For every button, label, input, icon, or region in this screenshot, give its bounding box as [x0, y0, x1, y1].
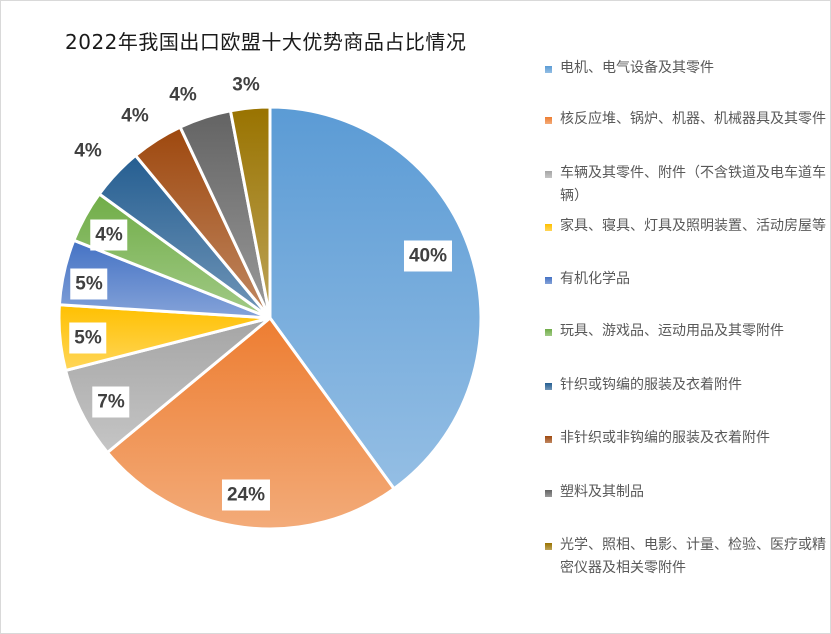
legend-label: 电机、电气设备及其零件 — [560, 60, 714, 76]
data-label: 24% — [221, 479, 271, 511]
legend-item: 玩具、游戏品、运动用品及其零附件 — [545, 320, 831, 343]
legend-item: 家具、寝具、灯具及照明装置、活动房屋等 — [545, 215, 831, 238]
pie-slice — [105, 315, 397, 531]
legend-label: 光学、照相、电影、计量、检验、医疗或精密仪器及相关零附件 — [560, 537, 826, 576]
legend-swatch-icon — [545, 383, 552, 390]
legend-label: 家具、寝具、灯具及照明装置、活动房屋等 — [560, 218, 826, 234]
data-label: 40% — [403, 240, 453, 272]
legend-item: 非针织或非钩编的服装及衣着附件 — [545, 427, 831, 450]
legend-item: 光学、照相、电影、计量、检验、医疗或精密仪器及相关零附件 — [545, 534, 831, 580]
legend-item: 有机化学品 — [545, 268, 831, 291]
chart-title: 2022年我国出口欧盟十大优势商品占比情况 — [65, 30, 467, 54]
legend-label: 核反应堆、锅炉、机器、机械器具及其零件 — [560, 111, 826, 127]
legend-swatch-icon — [545, 436, 552, 443]
legend-label: 有机化学品 — [560, 271, 630, 287]
data-label: 4% — [90, 219, 128, 251]
data-label: 4% — [74, 140, 102, 162]
legend-item: 车辆及其零件、附件（不含铁道及电车道车辆） — [545, 162, 831, 208]
legend-label: 车辆及其零件、附件（不含铁道及电车道车辆） — [560, 165, 826, 204]
pie-slice — [268, 105, 483, 491]
legend-swatch-icon — [545, 543, 552, 550]
legend-item: 针织或钩编的服装及衣着附件 — [545, 374, 831, 397]
legend-swatch-icon — [545, 329, 552, 336]
legend-label: 非针织或非钩编的服装及衣着附件 — [560, 430, 770, 446]
data-label: 7% — [92, 386, 130, 418]
data-label: 4% — [169, 84, 197, 106]
legend-label: 针织或钩编的服装及衣着附件 — [560, 377, 742, 393]
legend-item: 核反应堆、锅炉、机器、机械器具及其零件 — [545, 108, 831, 131]
legend-item: 塑料及其制品 — [545, 481, 831, 504]
legend-swatch-icon — [545, 171, 552, 178]
legend-swatch-icon — [545, 66, 552, 73]
legend-swatch-icon — [545, 224, 552, 231]
legend-label: 塑料及其制品 — [560, 484, 644, 500]
legend-item: 电机、电气设备及其零件 — [545, 57, 831, 80]
data-label: 5% — [70, 268, 108, 300]
pie-slice — [228, 105, 272, 319]
legend-swatch-icon — [545, 117, 552, 124]
legend-swatch-icon — [545, 277, 552, 284]
data-label: 4% — [121, 105, 149, 127]
legend-label: 玩具、游戏品、运动用品及其零附件 — [560, 323, 784, 339]
data-label: 5% — [69, 322, 107, 354]
legend-swatch-icon — [545, 490, 552, 497]
data-label: 3% — [232, 74, 260, 96]
